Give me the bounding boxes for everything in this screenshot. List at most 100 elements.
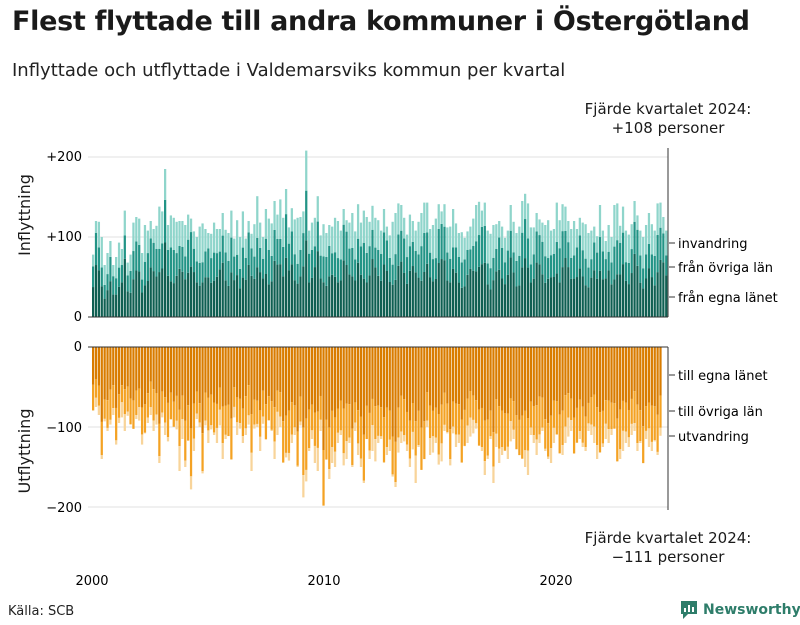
brand-logo[interactable]: Newsworthy <box>680 600 800 620</box>
in-bar-egna <box>164 242 167 317</box>
ut-bar-utvandring <box>604 423 607 439</box>
in-bar-invandring <box>169 215 173 248</box>
in-bar-ovriga <box>129 270 132 293</box>
ut-bar-egna <box>607 347 610 401</box>
ut-bar-utvandring <box>593 426 596 443</box>
ut-bar-egna <box>308 347 311 410</box>
in-bar-ovriga <box>549 255 553 278</box>
ut-bar-egna <box>538 347 541 397</box>
in-bar-ovriga <box>457 256 461 283</box>
in-bar-egna <box>362 278 365 317</box>
ut-bar-utvandring <box>342 453 345 466</box>
in-bar-egna <box>169 281 173 317</box>
ut-bar-egna <box>106 347 109 401</box>
ut-bar-utvandring <box>92 410 95 411</box>
ut-bar-egna <box>408 347 412 421</box>
in-bar-invandring <box>627 234 630 263</box>
ut-bar-ovriga <box>132 400 135 429</box>
ut-bar-utvandring <box>466 425 469 443</box>
in-bar-egna <box>339 280 342 317</box>
in-bar-ovriga <box>187 239 190 273</box>
in-bar-ovriga <box>385 240 389 271</box>
in-bar-ovriga <box>181 246 184 272</box>
ut-bar-ovriga <box>164 397 167 423</box>
in-bar-egna <box>259 272 262 317</box>
in-bar-egna <box>146 281 149 317</box>
ut-bar-utvandring <box>293 427 296 435</box>
in-bar-ovriga <box>581 250 584 277</box>
in-bar-ovriga <box>423 232 426 272</box>
in-bar-egna <box>380 280 383 317</box>
ut-bar-ovriga <box>362 434 365 481</box>
ut-bar-ovriga <box>172 401 175 427</box>
ut-bar-utvandring <box>256 423 259 427</box>
ut-bar-egna <box>241 347 245 409</box>
ut-bar-utvandring <box>238 423 242 429</box>
in-bar-egna <box>561 267 564 317</box>
ut-bar-egna <box>189 347 193 429</box>
in-bar-egna <box>552 277 556 317</box>
ut-bar-utvandring <box>633 423 636 431</box>
in-bar-egna <box>385 271 389 317</box>
ut-bar-utvandring <box>385 447 389 455</box>
ut-bar-egna <box>132 347 135 401</box>
in-bar-ovriga <box>454 247 458 273</box>
ut-bar-egna <box>371 347 374 399</box>
ut-bar-egna <box>155 347 158 393</box>
in-bar-egna <box>584 285 587 317</box>
in-bar-egna <box>607 270 610 317</box>
in-bar-invandring <box>308 230 311 254</box>
in-bar-invandring <box>446 227 449 253</box>
ut-bar-egna <box>521 347 524 416</box>
in-bar-invandring <box>236 220 239 255</box>
ut-bar-ovriga <box>443 392 446 425</box>
in-bar-invandring <box>230 210 233 238</box>
ut-bar-utvandring <box>212 432 216 435</box>
ut-bar-ovriga <box>348 404 351 438</box>
ut-bar-egna <box>140 347 144 408</box>
in-bar-egna <box>400 261 403 317</box>
in-bar-egna <box>100 286 103 317</box>
in-bar-invandring <box>348 222 351 249</box>
ut-bar-egna <box>604 347 607 401</box>
ut-bar-ovriga <box>567 393 570 418</box>
ut-bar-utvandring <box>610 429 613 435</box>
ut-bar-ovriga <box>639 410 642 442</box>
ut-bar-egna <box>426 347 429 393</box>
in-bar-invandring <box>149 221 152 239</box>
in-bar-egna <box>354 280 357 317</box>
ut-bar-utvandring <box>492 466 495 483</box>
ut-bar-egna <box>475 347 478 401</box>
in-bar-egna <box>590 277 593 317</box>
ut-bar-egna <box>184 347 187 421</box>
in-bar-egna <box>621 264 625 317</box>
ut-bar-egna <box>126 347 129 387</box>
in-bar-invandring <box>296 217 299 264</box>
ut-bar-utvandring <box>397 437 400 453</box>
in-bar-invandring <box>94 221 98 233</box>
in-bar-invandring <box>215 229 219 254</box>
ut-bar-utvandring <box>284 452 288 458</box>
ut-bar-ovriga <box>518 419 521 456</box>
in-bar-invandring <box>126 262 129 276</box>
ut-bar-egna <box>394 347 397 442</box>
ut-bar-utvandring <box>578 431 581 439</box>
ut-bar-ovriga <box>284 415 288 453</box>
ut-bar-utvandring <box>630 423 633 435</box>
in-bar-invandring <box>103 265 106 285</box>
ut-ylabel: Utflyttning <box>15 409 34 494</box>
ut-bar-utvandring <box>287 452 291 461</box>
in-bar-ovriga <box>215 253 219 277</box>
ut-bar-ovriga <box>308 409 311 449</box>
in-bar-invandring <box>552 229 556 254</box>
in-bar-ovriga <box>642 268 645 289</box>
in-annotation-line1: Fjärde kvartalet 2024: <box>585 100 752 118</box>
in-bar-ovriga <box>120 265 124 283</box>
chart-title: Flest flyttade till andra kommuner i Öst… <box>12 6 750 37</box>
in-bar-egna <box>475 271 478 317</box>
ut-bar-utvandring <box>348 437 351 443</box>
in-bar-ovriga <box>596 252 599 279</box>
in-bar-egna <box>172 283 175 317</box>
ut-bar-ovriga <box>305 418 308 470</box>
ut-bar-ovriga <box>374 406 377 440</box>
